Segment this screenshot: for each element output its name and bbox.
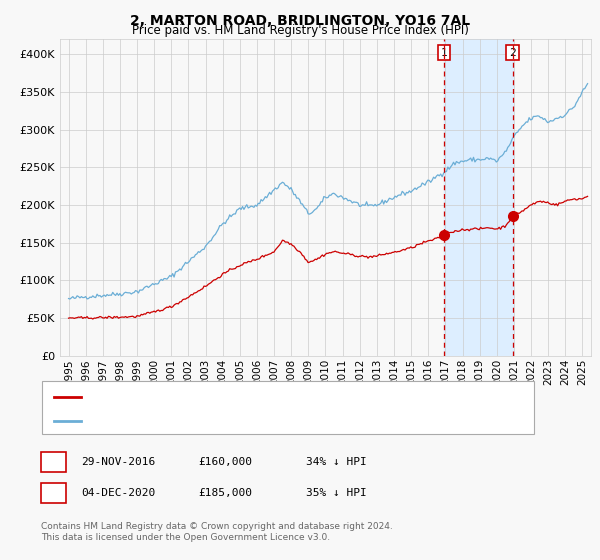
Text: 1: 1: [440, 48, 447, 58]
Text: 1: 1: [50, 457, 57, 467]
Text: 2: 2: [50, 488, 57, 498]
Text: Contains HM Land Registry data © Crown copyright and database right 2024.
This d: Contains HM Land Registry data © Crown c…: [41, 522, 392, 542]
Text: 2: 2: [509, 48, 516, 58]
Text: 2, MARTON ROAD, BRIDLINGTON, YO16 7AL (detached house): 2, MARTON ROAD, BRIDLINGTON, YO16 7AL (d…: [87, 392, 425, 402]
Text: £185,000: £185,000: [198, 488, 252, 498]
Text: Price paid vs. HM Land Registry's House Price Index (HPI): Price paid vs. HM Land Registry's House …: [131, 24, 469, 36]
Text: 04-DEC-2020: 04-DEC-2020: [81, 488, 155, 498]
Text: HPI: Average price, detached house, East Riding of Yorkshire: HPI: Average price, detached house, East…: [87, 416, 418, 426]
Text: 2, MARTON ROAD, BRIDLINGTON, YO16 7AL: 2, MARTON ROAD, BRIDLINGTON, YO16 7AL: [130, 14, 470, 28]
Bar: [444, 39, 512, 356]
Text: 34% ↓ HPI: 34% ↓ HPI: [306, 457, 367, 467]
Text: 29-NOV-2016: 29-NOV-2016: [81, 457, 155, 467]
Text: £160,000: £160,000: [198, 457, 252, 467]
Text: 35% ↓ HPI: 35% ↓ HPI: [306, 488, 367, 498]
